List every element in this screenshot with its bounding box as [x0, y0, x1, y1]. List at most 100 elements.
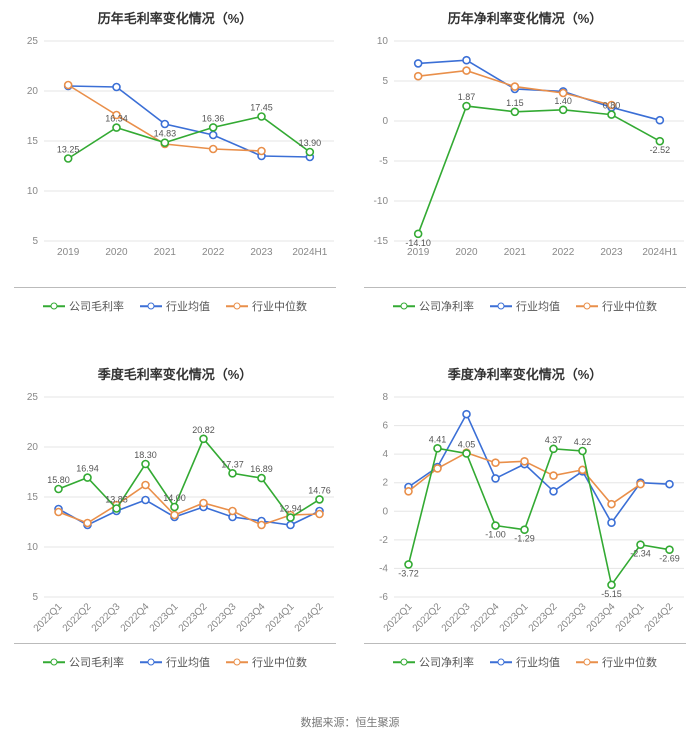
series-marker-company — [229, 470, 236, 477]
legend-label: 公司净利率 — [419, 298, 474, 314]
series-marker-company — [608, 581, 615, 588]
series-marker-median — [200, 500, 207, 507]
y-tick-label: 15 — [27, 492, 39, 503]
y-tick-label: -5 — [379, 156, 388, 167]
legend-marker-icon — [576, 657, 598, 667]
series-marker-company — [463, 450, 470, 457]
point-label: 14.76 — [308, 485, 331, 495]
series-marker-median — [463, 67, 470, 74]
series-marker-median — [171, 512, 178, 519]
series-marker-avg — [415, 60, 422, 67]
series-marker-avg — [608, 519, 615, 526]
series-marker-company — [55, 486, 62, 493]
series-marker-company — [258, 113, 265, 120]
point-label: 15.80 — [47, 475, 70, 485]
series-marker-median — [550, 472, 557, 479]
y-tick-label: -4 — [379, 563, 388, 574]
series-marker-median — [415, 73, 422, 80]
series-marker-avg — [161, 121, 168, 128]
y-tick-label: -15 — [374, 236, 389, 247]
point-label: -1.00 — [485, 530, 506, 540]
chart-legend: 公司毛利率行业均值行业中位数 — [14, 287, 336, 314]
point-label: 1.15 — [506, 98, 524, 108]
y-tick-label: 0 — [382, 506, 388, 517]
data-source-footer: 数据来源：恒生聚源 — [0, 712, 700, 734]
series-marker-company — [511, 108, 518, 115]
series-marker-median — [637, 481, 644, 488]
legend-label: 公司净利率 — [419, 654, 474, 670]
point-label: 13.90 — [299, 138, 322, 148]
chart-grid: 历年毛利率变化情况（%）5101520252019202020212022202… — [0, 0, 700, 712]
point-label: 4.37 — [545, 435, 563, 445]
legend-item-avg: 行业均值 — [140, 654, 210, 670]
point-label: 16.34 — [105, 114, 128, 124]
series-marker-company — [316, 496, 323, 503]
x-tick-label: 2020 — [105, 247, 128, 258]
series-marker-company — [463, 103, 470, 110]
series-marker-avg — [142, 497, 149, 504]
legend-item-median: 行业中位数 — [226, 654, 307, 670]
chart-panel-annual_net: 历年净利率变化情况（%）-15-10-505102019202020212022… — [350, 0, 700, 356]
chart-title: 历年净利率变化情况（%） — [354, 8, 696, 27]
series-marker-company — [579, 448, 586, 455]
x-tick-label: 2019 — [407, 247, 430, 258]
series-marker-median — [229, 508, 236, 515]
legend-label: 公司毛利率 — [69, 298, 124, 314]
point-label: 0.80 — [603, 101, 621, 111]
legend-marker-icon — [490, 301, 512, 311]
legend-item-company: 公司净利率 — [393, 654, 474, 670]
series-marker-avg — [550, 488, 557, 495]
series-marker-median — [55, 509, 62, 516]
series-marker-avg — [113, 84, 120, 91]
y-tick-label: -2 — [379, 535, 388, 546]
point-label: 4.22 — [574, 437, 592, 447]
x-tick-label: 2023 — [600, 247, 623, 258]
y-tick-label: -6 — [379, 592, 388, 603]
legend-marker-icon — [490, 657, 512, 667]
series-marker-company — [492, 522, 499, 529]
point-label: 14.00 — [163, 493, 186, 503]
y-tick-label: 20 — [27, 442, 39, 453]
chart-plot: 510152025201920202021202220232024H113.25… — [4, 31, 344, 281]
y-tick-label: 25 — [27, 392, 39, 403]
series-marker-median — [492, 459, 499, 466]
series-marker-company — [560, 106, 567, 113]
series-marker-median — [210, 146, 217, 153]
legend-marker-icon — [393, 301, 415, 311]
point-label: 12.94 — [279, 504, 302, 514]
legend-marker-icon — [140, 301, 162, 311]
series-marker-median — [84, 520, 91, 527]
point-label: 13.85 — [105, 495, 128, 505]
x-tick-label: 2022 — [552, 247, 575, 258]
series-marker-company — [258, 475, 265, 482]
legend-marker-icon — [576, 301, 598, 311]
y-tick-label: -10 — [374, 196, 389, 207]
series-marker-company — [550, 445, 557, 452]
chart-legend: 公司净利率行业均值行业中位数 — [364, 643, 686, 670]
series-marker-company — [666, 546, 673, 553]
series-marker-company — [200, 435, 207, 442]
series-marker-company — [287, 514, 294, 521]
x-tick-label: 2024H1 — [292, 247, 327, 258]
x-tick-label: 2020 — [455, 247, 478, 258]
series-marker-avg — [656, 117, 663, 124]
point-label: 16.89 — [250, 464, 273, 474]
x-tick-label: 2019 — [57, 247, 80, 258]
legend-label: 行业中位数 — [602, 298, 657, 314]
series-marker-company — [521, 526, 528, 533]
series-marker-avg — [666, 481, 673, 488]
legend-item-company: 公司毛利率 — [43, 298, 124, 314]
series-marker-median — [511, 83, 518, 90]
chart-plot: 5101520252022Q12022Q22022Q32022Q42023Q12… — [4, 387, 344, 637]
x-tick-label: 2024H1 — [642, 247, 677, 258]
y-tick-label: 15 — [27, 136, 39, 147]
y-tick-label: 25 — [27, 36, 39, 47]
series-marker-company — [306, 149, 313, 156]
legend-label: 行业均值 — [516, 298, 560, 314]
point-label: 1.40 — [554, 96, 572, 106]
series-marker-median — [142, 482, 149, 489]
legend-label: 行业均值 — [166, 298, 210, 314]
series-marker-median — [579, 466, 586, 473]
series-marker-avg — [210, 132, 217, 139]
series-marker-median — [258, 522, 265, 529]
